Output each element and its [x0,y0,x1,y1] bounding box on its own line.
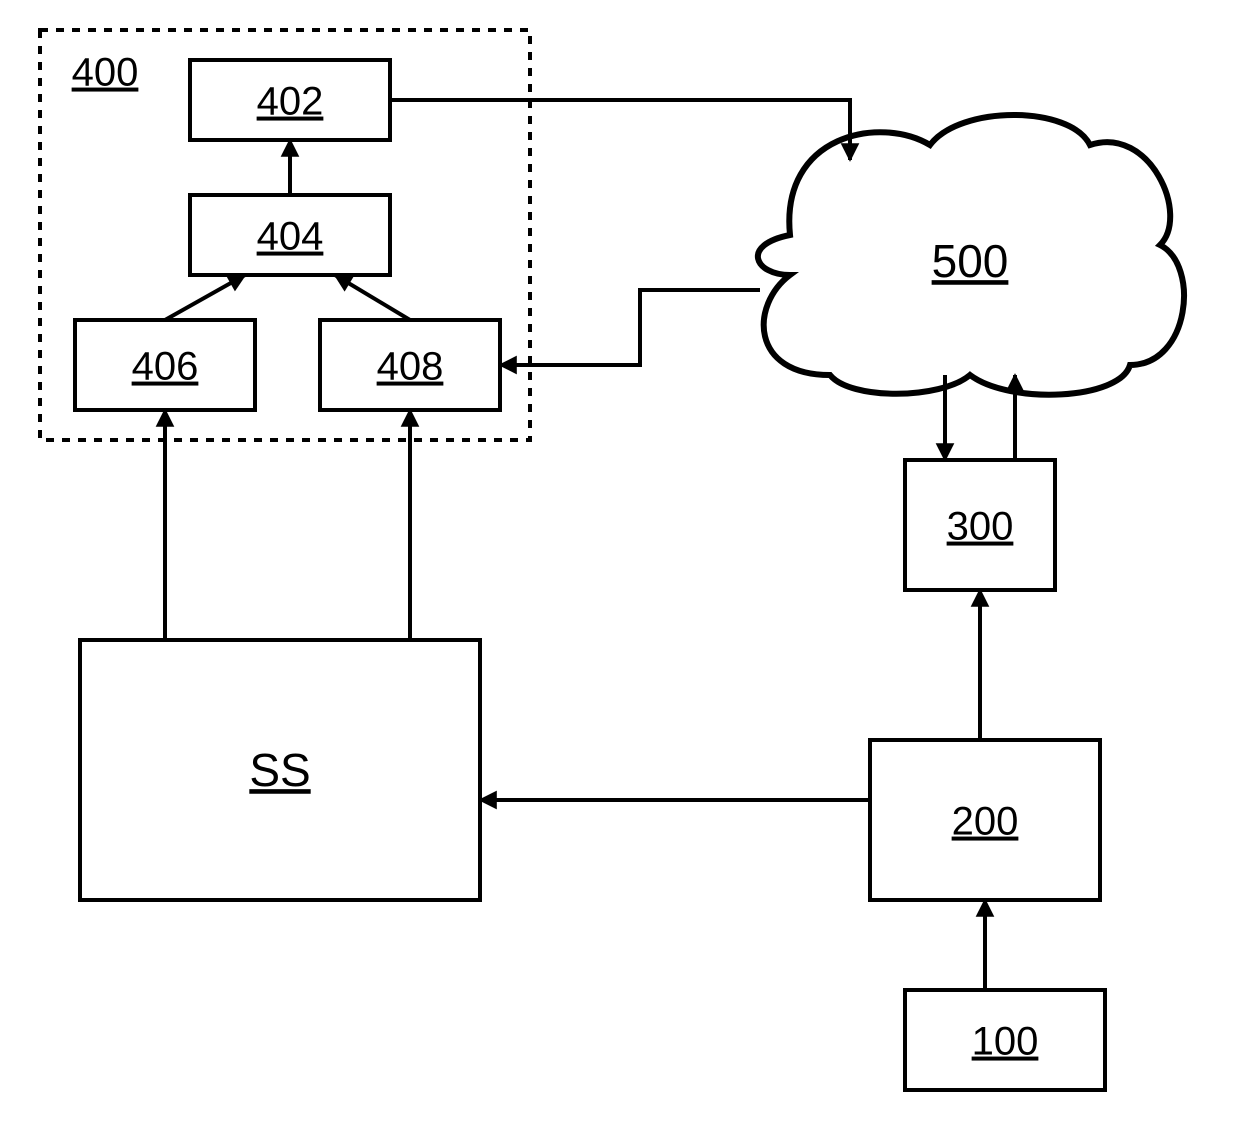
edge-n402-cloud [390,100,850,160]
node-100-label: 100 [972,1020,1039,1064]
node-404-label: 404 [257,215,324,259]
edge-cloud-n408 [500,290,760,365]
node-cloud-label: 500 [932,235,1009,287]
group-400-label: 400 [72,51,139,95]
edge-n408-n404 [335,275,410,320]
diagram-canvas: 400 402 404 406 408 500 300 SS 200 100 [0,0,1240,1129]
edge-n406-n404 [165,275,245,320]
node-300-label: 300 [947,505,1014,549]
node-ss-label: SS [249,744,310,796]
node-200-label: 200 [952,800,1019,844]
node-408-label: 408 [377,345,444,389]
node-406-label: 406 [132,345,199,389]
node-402-label: 402 [257,80,324,124]
